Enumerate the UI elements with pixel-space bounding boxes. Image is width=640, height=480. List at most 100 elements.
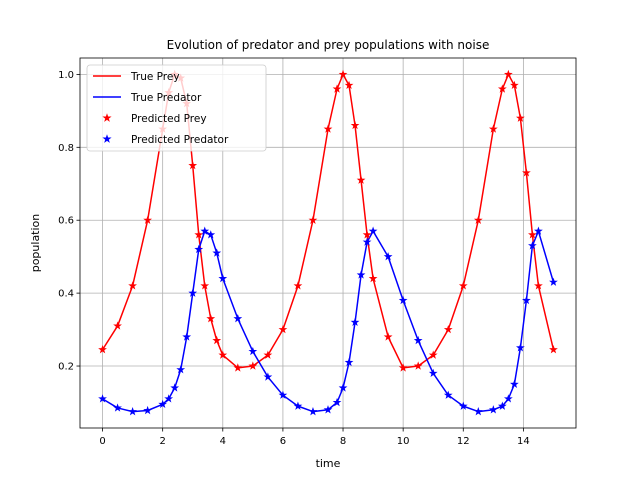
predicted-predator-point xyxy=(356,270,366,279)
predicted-prey-point xyxy=(212,335,222,345)
predicted-prey-point xyxy=(428,350,438,359)
predicted-predator-point xyxy=(522,295,531,305)
predicted-prey-point xyxy=(323,124,333,133)
predicted-prey-point xyxy=(497,84,507,93)
y-tick-label: 0.6 xyxy=(58,216,74,227)
legend: True Prey True Predator Predicted Prey Pred… xyxy=(86,64,267,152)
predicted-predator-point xyxy=(293,401,303,410)
y-tick-label: 0.4 xyxy=(58,289,74,300)
predicted-prey-point xyxy=(549,345,558,354)
y-tick-label: 1.0 xyxy=(58,70,74,81)
predicted-predator-point xyxy=(200,226,210,235)
predicted-predator-point xyxy=(98,394,107,403)
predicted-prey-point xyxy=(516,113,525,122)
legend-label: Predicted Prey xyxy=(131,113,207,125)
predicted-prey-point xyxy=(98,345,107,354)
predicted-prey-point xyxy=(278,324,288,334)
predicted-predator-point xyxy=(528,241,537,250)
predicted-predator-point xyxy=(158,399,168,409)
x-tick-label: 2 xyxy=(159,436,165,447)
x-tick-label: 0 xyxy=(99,436,105,447)
predicted-predator-point xyxy=(176,365,186,374)
predicted-predator-point xyxy=(497,401,507,410)
predicted-predator-point xyxy=(488,405,498,414)
predicted-predator-point xyxy=(383,252,393,261)
predicted-predator-markers xyxy=(98,226,558,416)
predicted-predator-point xyxy=(128,407,137,416)
predicted-predator-point xyxy=(233,314,243,323)
predicted-predator-point xyxy=(323,405,333,414)
predicted-prey-point xyxy=(362,230,372,239)
predicted-predator-point xyxy=(194,244,204,254)
predicted-predator-point xyxy=(458,401,468,410)
predicted-predator-point xyxy=(338,383,348,392)
predicted-predator-point xyxy=(344,357,354,367)
predicted-predator-point xyxy=(362,237,372,246)
y-tick-label: 0.8 xyxy=(58,143,74,154)
predicted-prey-point xyxy=(188,160,198,170)
predicted-prey-point xyxy=(293,281,303,290)
predicted-predator-point xyxy=(549,277,558,286)
predicted-predator-point xyxy=(443,390,453,399)
predicted-predator-point xyxy=(350,317,360,327)
predicted-prey-point xyxy=(263,350,273,359)
x-tick-label: 12 xyxy=(457,436,470,447)
predicted-prey-point xyxy=(194,230,204,239)
predicted-prey-point xyxy=(113,321,122,330)
predicted-predator-point xyxy=(218,273,228,283)
predicted-predator-point xyxy=(113,403,122,412)
legend-label: True Prey xyxy=(130,71,180,83)
predicted-prey-point xyxy=(344,80,354,90)
predicted-predator-point xyxy=(503,394,513,403)
predicted-predator-point xyxy=(516,343,525,352)
legend-marker xyxy=(102,134,112,143)
predicted-prey-point xyxy=(128,281,137,290)
predicted-prey-point xyxy=(443,324,453,334)
legend-label: True Predator xyxy=(130,92,202,104)
predicted-predator-point xyxy=(170,383,180,392)
plot-frame xyxy=(79,57,577,429)
predicted-predator-point xyxy=(368,226,378,235)
predicted-predator-point xyxy=(164,394,174,403)
predicted-predator-point xyxy=(308,407,318,416)
predicted-prey-point xyxy=(308,215,318,224)
predicted-prey-point xyxy=(218,350,228,359)
true-predator-line xyxy=(102,230,555,413)
predicted-prey-point xyxy=(356,175,366,184)
predicted-prey-point xyxy=(534,281,543,290)
x-tick-label: 10 xyxy=(397,436,410,447)
predicted-predator-point xyxy=(413,335,423,345)
x-tick-label: 6 xyxy=(280,436,286,447)
predicted-prey-point xyxy=(503,69,513,79)
predicted-predator-point xyxy=(263,372,273,381)
y-axis-title: population xyxy=(29,214,42,273)
predicted-predator-point xyxy=(534,226,543,235)
chart-title: Evolution of predator and prey populatio… xyxy=(167,38,490,52)
predicted-predator-point xyxy=(143,405,153,415)
predicted-predator-point xyxy=(473,407,483,416)
x-tick-label: 8 xyxy=(340,436,346,447)
predicted-predator-point xyxy=(332,397,342,407)
predicted-prey-point xyxy=(413,361,423,370)
predicted-prey-point xyxy=(143,215,153,224)
legend-frame xyxy=(86,64,267,152)
predicted-prey-point xyxy=(206,314,216,323)
predicted-predator-point xyxy=(428,368,438,378)
predicted-predator-point xyxy=(510,379,519,388)
x-tick-label: 14 xyxy=(517,436,530,447)
x-tick-label: 4 xyxy=(220,436,226,447)
predicted-predator-point xyxy=(248,346,258,356)
predicted-predator-point xyxy=(398,295,408,305)
axis-ticks: 0 2 4 6 8 10 12 14 0.2 0.4 0.6 0.8 1.0 xyxy=(58,70,530,447)
legend-label: Predicted Predator xyxy=(131,134,229,146)
predicted-prey-point xyxy=(233,363,243,372)
predicted-prey-point xyxy=(522,168,531,177)
predicted-predator-point xyxy=(212,248,222,257)
predicted-prey-point xyxy=(458,281,468,290)
predicted-prey-point xyxy=(488,124,498,133)
predicted-prey-point xyxy=(368,273,378,283)
predicted-prey-point xyxy=(200,281,210,290)
predicted-prey-point xyxy=(383,332,393,341)
legend-marker xyxy=(102,113,112,122)
